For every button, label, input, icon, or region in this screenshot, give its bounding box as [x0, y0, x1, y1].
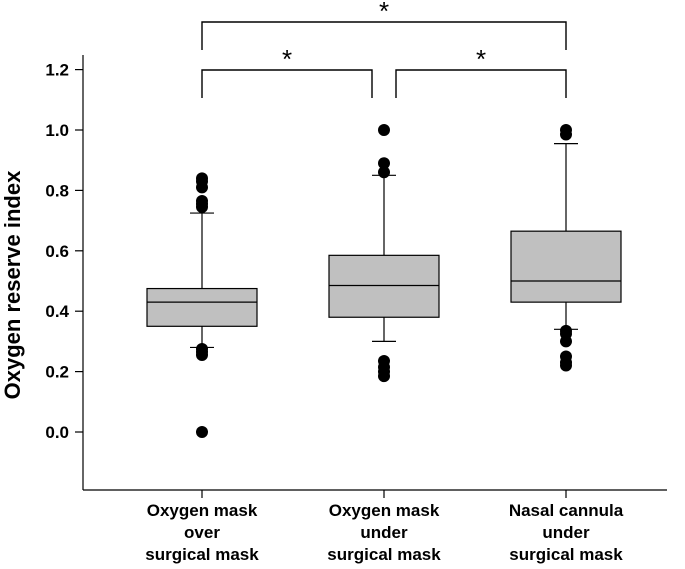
outlier-point: [560, 335, 572, 348]
x-category-label-line: surgical mask: [509, 545, 623, 564]
significance-star: *: [476, 44, 486, 74]
box-iqr: [146, 287, 258, 327]
y-tick-label: 0.4: [45, 302, 69, 321]
outlier-point: [378, 157, 390, 170]
category-labels: Oxygen mask over surgical mask Oxygen mask u…: [145, 501, 623, 564]
x-category-label-line: Nasal cannula: [509, 501, 624, 520]
outlier-point: [196, 348, 208, 361]
x-category-label-line: surgical mask: [327, 545, 441, 564]
outlier-point: [560, 128, 572, 141]
outlier-point: [196, 426, 208, 438]
x-category-label-line: Oxygen mask: [329, 501, 440, 520]
box-group: [146, 172, 258, 438]
box-iqr: [328, 254, 440, 318]
outlier-point: [378, 166, 390, 179]
outlier-point: [196, 181, 208, 194]
bracket-line: [201, 21, 567, 50]
x-category-label-line: over: [184, 523, 220, 542]
outlier-point: [378, 370, 390, 383]
x-category-label: Oxygen mask under surgical mask: [327, 501, 441, 564]
y-tick-label: 0.6: [45, 242, 69, 261]
y-tick-label: 1.2: [45, 61, 69, 80]
x-category-label-line: surgical mask: [145, 545, 259, 564]
y-tick-label: 1.0: [45, 121, 69, 140]
axes: [82, 55, 667, 498]
significance-brackets: * * *: [201, 0, 567, 98]
significance-star: *: [379, 0, 389, 26]
box-group: [510, 124, 622, 372]
y-axis-label: Oxygen reserve index: [0, 170, 25, 399]
outlier-point: [560, 359, 572, 372]
y-tick-label: 0.8: [45, 181, 69, 200]
y-tick-label: 0.2: [45, 363, 69, 382]
significance-bracket: *: [201, 44, 373, 98]
x-category-label: Nasal cannula under surgical mask: [509, 501, 624, 564]
x-category-label-line: under: [360, 523, 408, 542]
outlier-point: [378, 124, 390, 136]
x-category-label-line: under: [542, 523, 590, 542]
boxes: [146, 124, 622, 438]
box-iqr: [510, 230, 622, 303]
bracket-line: [395, 69, 567, 98]
bracket-line: [201, 69, 373, 98]
x-category-label-line: Oxygen mask: [147, 501, 258, 520]
outlier-point: [196, 201, 208, 214]
y-axis-ticks: 0.0 0.2 0.4 0.6 0.8 1.0 1.2: [45, 61, 83, 442]
box-group: [328, 124, 440, 383]
significance-bracket: *: [201, 0, 567, 50]
significance-bracket: *: [395, 44, 567, 98]
x-category-label: Oxygen mask over surgical mask: [145, 501, 259, 564]
y-tick-label: 0.0: [45, 423, 69, 442]
significance-star: *: [282, 44, 292, 74]
